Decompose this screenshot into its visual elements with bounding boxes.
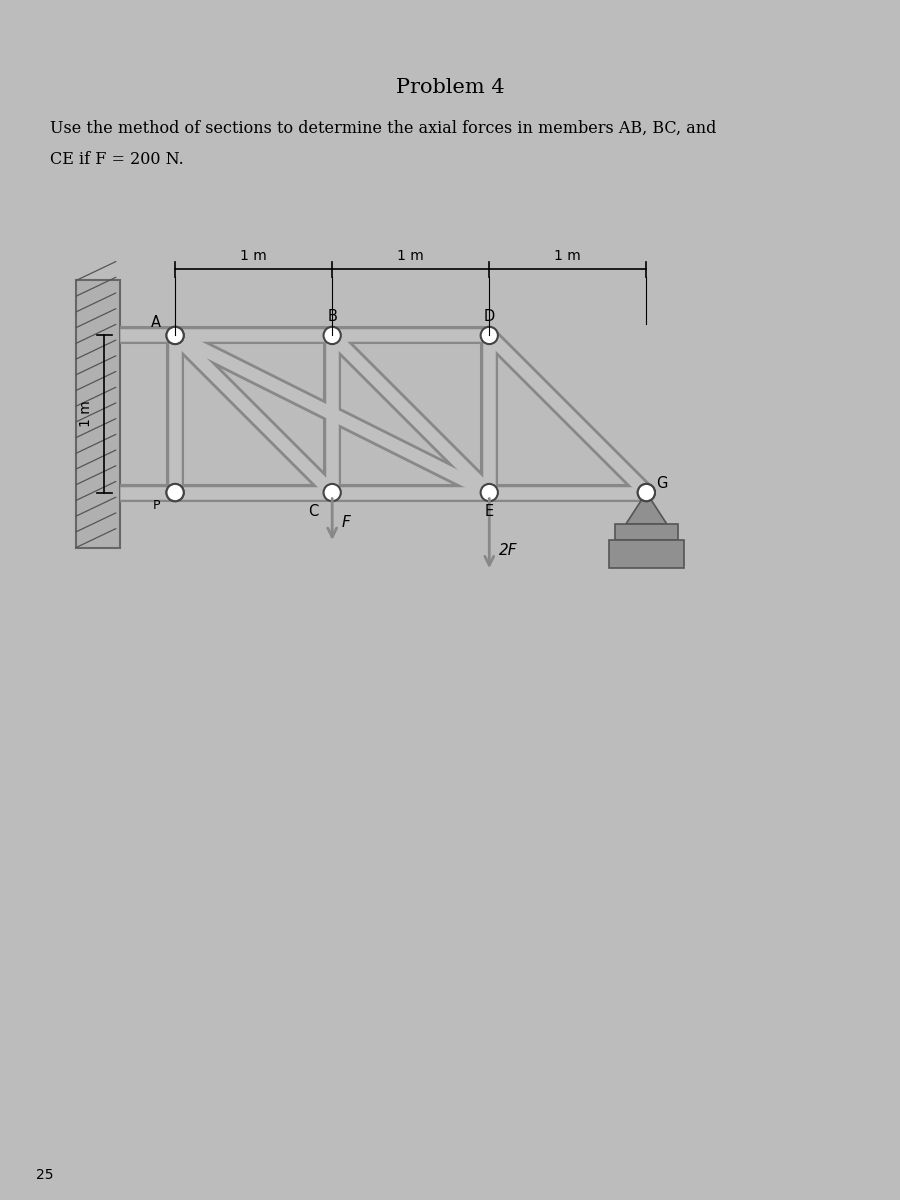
Text: 25: 25 xyxy=(36,1168,53,1182)
Text: E: E xyxy=(485,504,494,518)
Circle shape xyxy=(166,484,184,502)
Text: 2F: 2F xyxy=(499,544,517,558)
Bar xyxy=(615,524,678,540)
Circle shape xyxy=(166,484,184,502)
Circle shape xyxy=(638,484,655,502)
Bar xyxy=(76,281,120,547)
Circle shape xyxy=(323,326,341,344)
Text: G: G xyxy=(656,475,668,491)
Text: C: C xyxy=(308,504,319,518)
Bar xyxy=(608,540,684,568)
Text: P: P xyxy=(152,499,160,511)
Text: B: B xyxy=(328,310,338,324)
Text: CE if F = 200 N.: CE if F = 200 N. xyxy=(50,151,184,168)
Circle shape xyxy=(166,326,184,344)
Polygon shape xyxy=(626,492,667,524)
Text: A: A xyxy=(151,316,161,330)
Text: 1 m: 1 m xyxy=(398,250,424,263)
Text: Use the method of sections to determine the axial forces in members AB, BC, and: Use the method of sections to determine … xyxy=(50,120,716,137)
Circle shape xyxy=(481,484,498,502)
Circle shape xyxy=(638,484,655,502)
Text: 1 m: 1 m xyxy=(554,250,581,263)
Text: D: D xyxy=(483,310,495,324)
Text: F: F xyxy=(342,515,350,530)
Circle shape xyxy=(323,484,341,502)
Text: 1 m: 1 m xyxy=(78,401,93,427)
Text: Problem 4: Problem 4 xyxy=(396,78,504,97)
Text: 1 m: 1 m xyxy=(240,250,267,263)
Circle shape xyxy=(166,326,184,344)
Circle shape xyxy=(481,326,498,344)
